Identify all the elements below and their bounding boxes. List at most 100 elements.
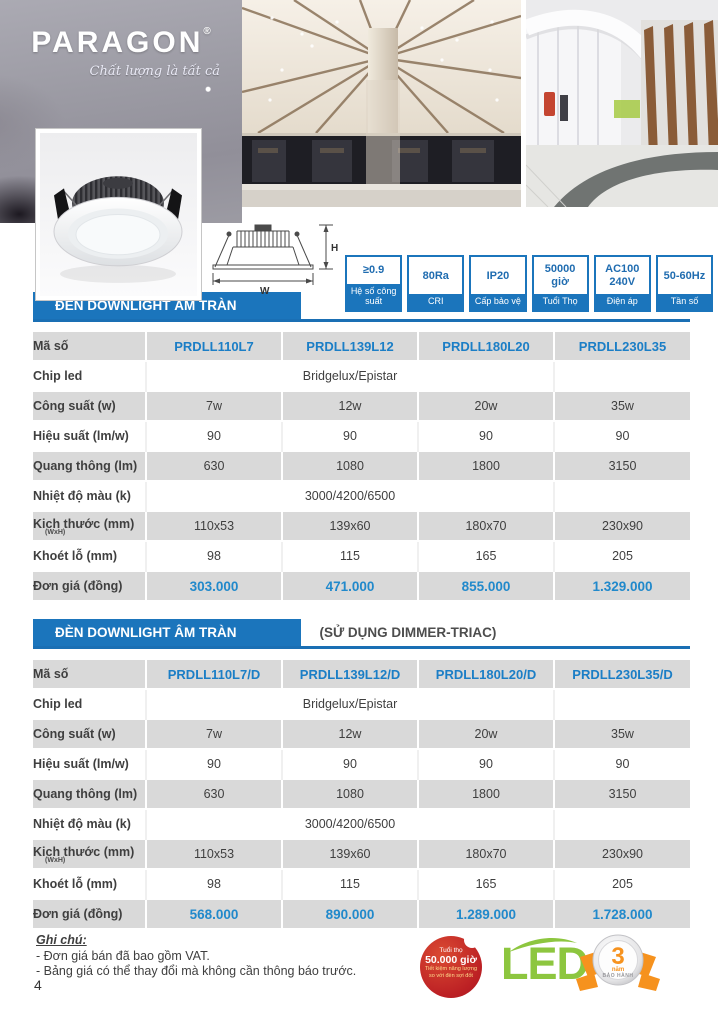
- spec-badge-value: 50000 giờ: [544, 263, 576, 288]
- spec-badge-value: 80Ra: [422, 269, 449, 282]
- row-label: Quang thông (lm): [33, 450, 146, 481]
- warranty-medal-icon: 3 năm BẢO HÀNH: [576, 934, 660, 991]
- spec-value: 3150: [553, 450, 690, 481]
- table-row: Nhiệt độ màu (k) 3000/4200/6500: [33, 480, 690, 511]
- row-label: Chip led: [33, 688, 146, 719]
- mall-ceiling-illustration: [242, 0, 521, 207]
- note-item: - Đơn giá bán đã bao gồm VAT.: [36, 949, 210, 963]
- table-row: Kich thước (mm) (WxH) 110x53 139x60 180x70 23…: [33, 838, 690, 869]
- hero-photo-mall-ceiling: [242, 0, 521, 207]
- leaf-icon: [509, 937, 577, 952]
- row-label: Nhiệt độ màu (k): [33, 480, 146, 511]
- row-label: Chip led: [33, 360, 146, 391]
- height-dimension-label: H: [331, 243, 338, 254]
- spec-value: 90: [281, 420, 418, 451]
- spec-value: 110x53: [145, 510, 282, 541]
- mall-corridor-illustration: [526, 0, 718, 207]
- section-title: ĐÈN DOWNLIGHT ÂM TRÀN: [33, 619, 301, 646]
- row-label: Mã số: [33, 330, 146, 361]
- spec-value: 165: [417, 540, 554, 571]
- sticker-line: Tuổi thọ: [439, 947, 463, 954]
- spec-value: 7w: [145, 718, 282, 749]
- product-code: PRDLL180L20: [417, 330, 554, 361]
- notes: Ghi chú: - Đơn giá bán đã bao gồm VAT. - …: [36, 933, 356, 979]
- table-row: Quang thông (lm) 630 1080 1800 3150: [33, 450, 690, 481]
- spec-table-2: Mã số PRDLL110L7/D PRDLL139L12/D PRDLL180L2…: [33, 658, 690, 928]
- price-value: 303.000: [145, 570, 282, 600]
- spec-value: 90: [417, 420, 554, 451]
- spec-value: 7w: [145, 390, 282, 421]
- spec-value: 110x53: [145, 838, 282, 869]
- table-row: Quang thông (lm) 630 1080 1800 3150: [33, 778, 690, 809]
- sticker-line: 50.000 giờ: [425, 954, 477, 966]
- row-label: Đơn giá (đồng): [33, 570, 146, 600]
- width-dimension-label: W: [260, 286, 270, 296]
- spec-badge-value: 50-60Hz: [663, 269, 706, 282]
- spec-value: 115: [281, 868, 418, 899]
- spec-badge-label: Hệ số công suất: [347, 283, 401, 310]
- product-code: PRDLL139L12: [281, 330, 418, 361]
- spec-value: 230x90: [553, 838, 690, 869]
- spec-value: 165: [417, 868, 554, 899]
- product-code: PRDLL110L7: [145, 330, 282, 361]
- product-code: PRDLL139L12/D: [281, 658, 418, 689]
- table-row: Đơn giá (đồng) 568.000 890.000 1.289.000 1.7…: [33, 898, 690, 928]
- spec-badge-value: ≥0.9: [362, 264, 385, 277]
- spec-badge-label: Tần số: [657, 294, 712, 310]
- spec-value: 1080: [281, 778, 418, 809]
- price-value: 890.000: [281, 898, 418, 928]
- product-code: PRDLL180L20/D: [417, 658, 554, 689]
- spec-badge-label: Cấp bảo vệ: [471, 294, 525, 310]
- row-label: Quang thông (lm): [33, 778, 146, 809]
- downlight-illustration: [40, 133, 197, 296]
- price-value: 1.289.000: [417, 898, 554, 928]
- dimension-diagram: W H: [203, 221, 339, 296]
- merged-value: 3000/4200/6500: [145, 808, 554, 839]
- spec-badge: ≥0.9 Hệ số công suất: [345, 255, 403, 312]
- empty-cell: [553, 688, 690, 719]
- product-code: PRDLL230L35/D: [553, 658, 690, 689]
- product-photo-downlight: [35, 128, 202, 301]
- brand-logo: PARAGON®: [22, 26, 220, 60]
- price-value: 1.728.000: [553, 898, 690, 928]
- merged-value: Bridgelux/Epistar: [145, 360, 554, 391]
- spec-badge: IP20 Cấp bảo vệ: [469, 255, 527, 312]
- medal-number: 3: [611, 943, 624, 970]
- spec-value: 1800: [417, 778, 554, 809]
- row-sublabel: (WxH): [45, 529, 66, 536]
- spec-value: 90: [553, 748, 690, 779]
- table-row: Hiệu suất (lm/w) 90 90 90 90: [33, 420, 690, 451]
- section-header-2: ĐÈN DOWNLIGHT ÂM TRÀN (SỬ DỤNG DIMMER-TR…: [33, 619, 690, 649]
- spec-value: 180x70: [417, 510, 554, 541]
- spec-value: 230x90: [553, 510, 690, 541]
- spec-badge-label: Điện áp: [595, 294, 649, 310]
- empty-cell: [553, 480, 690, 511]
- spec-value: 180x70: [417, 838, 554, 869]
- product-code: PRDLL110L7/D: [145, 658, 282, 689]
- price-value: 855.000: [417, 570, 554, 600]
- spec-badge: 50-60Hz Tần số: [655, 255, 714, 312]
- table-row: Công suất (w) 7w 12w 20w 35w: [33, 718, 690, 749]
- merged-value: Bridgelux/Epistar: [145, 688, 554, 719]
- row-label: Đơn giá (đồng): [33, 898, 146, 928]
- empty-cell: [553, 808, 690, 839]
- spec-value: 3150: [553, 778, 690, 809]
- merged-value: 3000/4200/6500: [145, 480, 554, 511]
- spec-value: 98: [145, 540, 282, 571]
- led-logo-text: LED: [501, 938, 589, 989]
- row-label: Khoét lỗ (mm): [33, 540, 146, 571]
- price-value: 568.000: [145, 898, 282, 928]
- spec-value: 12w: [281, 718, 418, 749]
- spec-badge-value: IP20: [486, 269, 510, 282]
- row-sublabel: (WxH): [45, 857, 66, 864]
- sticker-text: Tuổi thọ 50.000 giờ Tiết kiệm năng lượng so…: [420, 947, 482, 979]
- price-value: 471.000: [281, 570, 418, 600]
- spec-badge: 80Ra CRI: [407, 255, 465, 312]
- row-label: Công suất (w): [33, 718, 146, 749]
- spec-value: 90: [145, 420, 282, 451]
- table-row: Chip led Bridgelux/Epistar: [33, 688, 690, 719]
- led-logo: LED: [501, 937, 589, 990]
- spec-table-1: Mã số PRDLL110L7 PRDLL139L12 PRDLL180L20 PRD…: [33, 330, 690, 600]
- warranty-medal: 3 năm BẢO HÀNH: [576, 931, 660, 997]
